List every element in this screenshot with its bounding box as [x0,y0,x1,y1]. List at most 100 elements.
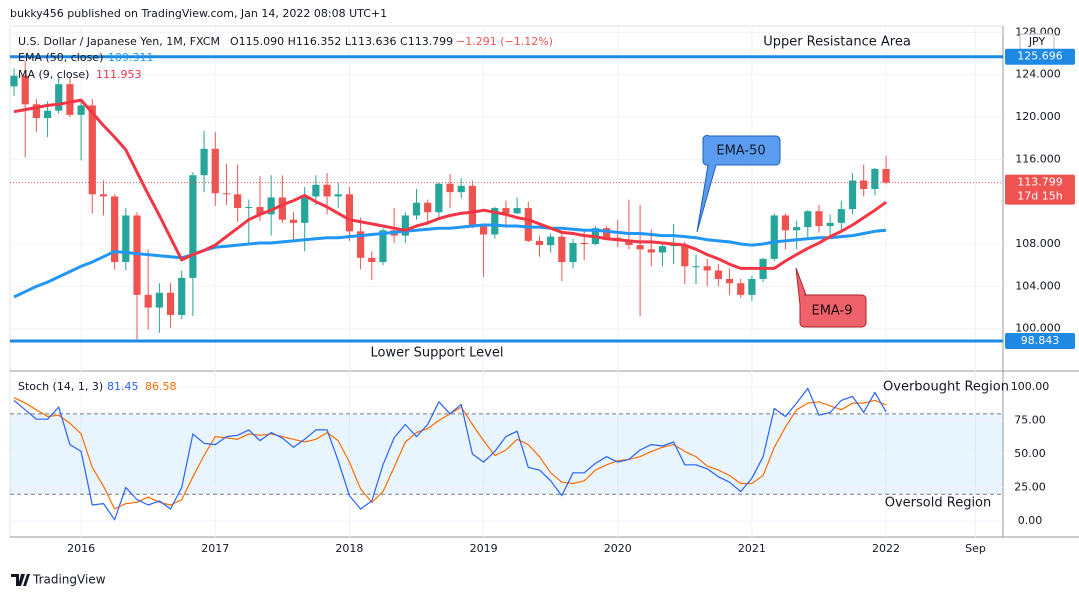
candle-body [323,184,331,197]
candle-body [860,180,868,190]
ema50-callout-text: EMA-50 [716,144,765,159]
legend-ohlc: O115.090 H116.352 L113.636 C113.799 [230,35,453,48]
candle-body [558,236,566,263]
candle-body [569,242,577,263]
candle-body [412,202,421,216]
marks-layer [10,55,1003,521]
legend-stoch-d: 86.58 [145,380,177,393]
candle-body [435,183,443,213]
resistance-label: Upper Resistance Area [763,35,911,50]
candle-body [703,266,711,271]
candle-body [692,266,700,268]
candle-body [379,230,387,263]
candle-body [681,245,689,267]
candle-body [55,84,63,111]
last-price-label: 113.799 [1017,176,1063,189]
legend-ema: EMA (50, close) [18,51,103,64]
legend-ma-value: 111.953 [96,68,142,81]
candle-body [670,245,678,247]
candle-body [21,75,29,105]
candle-body [312,184,320,197]
candle-body [602,228,611,238]
candle-body [155,292,163,308]
legend-symbol: U.S. Dollar / Japanese Yen, 1M, FXCM [18,35,220,48]
candle-body [804,211,812,228]
currency-label: JPY [1028,35,1046,48]
overbought-label: Overbought Region [883,380,1009,395]
y-tick-label: 50.00 [1014,447,1046,460]
level-price-box [1005,48,1075,65]
brand-logo [11,574,30,586]
candle-body [815,211,823,227]
y-tick-label: 104.000 [1015,279,1061,292]
candle-body [357,231,365,258]
candle-body [636,245,644,250]
candle-body [725,278,734,284]
candle-body [658,246,667,253]
candle-body [479,226,488,235]
candle-body [424,202,432,213]
candle-body [189,175,197,278]
x-tick-label: 2022 [872,542,900,555]
ema9-callout-text: EMA-9 [812,304,853,319]
candle-body [368,257,376,263]
candle-body [446,183,454,193]
candle-body [267,197,275,215]
candle-body [647,249,655,253]
y-tick-label: 108.000 [1015,237,1061,250]
y-tick-label: 100.000 [1015,322,1061,335]
y-tick-label: 120.000 [1015,110,1061,123]
candle-body [535,240,544,246]
level-price-box [1005,332,1075,349]
x-tick-label: 2021 [738,542,766,555]
candle-body [222,193,231,195]
candle-body [32,104,40,119]
x-tick-label: 2019 [470,542,498,555]
candle-body [245,206,253,209]
oversold-label: Oversold Region [885,496,992,511]
grid-layer [10,26,1003,537]
candle-body [826,222,834,227]
candle-body [166,292,175,315]
candle-body [77,105,85,115]
y-tick-label: 100.00 [1011,380,1050,393]
level-price-label: 125.696 [1017,50,1063,63]
series-line [13,387,887,521]
candle-body [468,185,477,227]
candle-body [580,242,588,245]
candle-body [133,215,141,295]
candle-body [491,208,499,235]
level-price-label: 98.843 [1021,334,1060,347]
candle-body [144,294,152,308]
legend-stoch: Stoch (14, 1, 3) [18,380,103,393]
ema9-callout [795,267,867,328]
series-line [13,98,887,270]
countdown-label: 17d 15h [1017,190,1062,203]
brand: TradingView [32,573,106,587]
candle-body [66,84,74,115]
x-tick-label: 2018 [335,542,363,555]
support-label: Lower Support Level [371,346,504,361]
y-tick-label: 124.000 [1015,68,1061,81]
candle-body [625,239,633,246]
candle-body [334,194,342,197]
candle-body [882,168,890,183]
candle-body [345,194,354,232]
candle-body [714,270,722,279]
candle-body [256,206,264,215]
x-tick-label: 2020 [604,542,632,555]
candle-body [99,194,108,197]
candle-body [524,208,532,241]
legend-ema-value: 109.311 [108,51,154,64]
candle-body [737,283,745,295]
y-tick-label: 25.00 [1014,481,1046,494]
candle-body [211,148,219,194]
candle-body [88,105,96,195]
candle-body [848,180,857,210]
candle-body [837,209,845,223]
candle-body [401,215,409,236]
x-tick-label: 2016 [67,542,95,555]
candle-body [547,236,555,246]
